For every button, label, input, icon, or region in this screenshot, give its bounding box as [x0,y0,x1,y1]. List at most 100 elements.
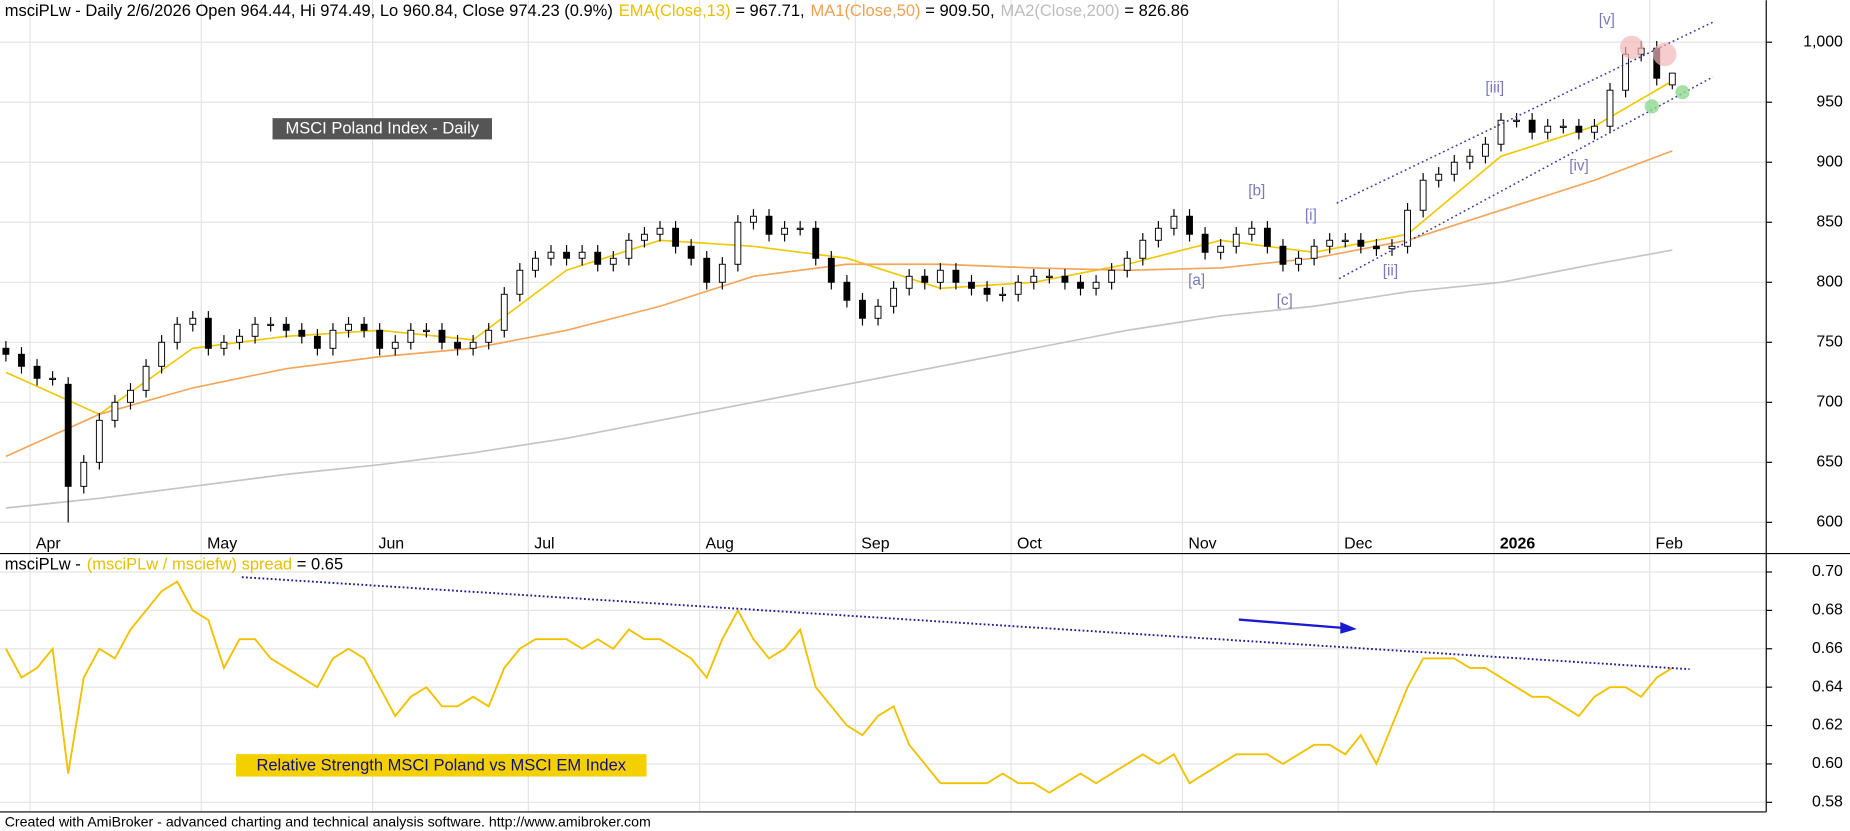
legend-entry: MA2(Close,200) [1000,2,1119,20]
candle-body [1154,227,1162,241]
candle-body [158,341,166,367]
candle-body [2,347,10,355]
candle-body [1341,239,1349,242]
candle-body [1357,239,1365,247]
candle-body [781,227,789,235]
y-tick-label: 0.58 [1812,794,1843,811]
highlight-circle [1619,35,1644,60]
candle-body [360,323,368,331]
y-tick-label: 0.60 [1812,755,1843,772]
candle-body [1450,161,1458,175]
x-tick-label: Jun [378,535,404,552]
candle-body [1435,173,1443,181]
candle-body [1575,125,1583,133]
candle-body [1170,215,1178,229]
y-tick-label: 0.66 [1812,640,1843,657]
legend-value: = 967.71, [735,2,804,20]
candle-body [843,281,851,301]
candle-body [95,419,103,463]
candle-body [1014,281,1022,295]
candle-body [765,215,773,235]
candle-body [547,251,555,259]
wave-label: [c] [1277,292,1293,309]
candle-body [267,323,275,326]
candle-body [173,323,181,343]
candle-body [204,317,212,349]
candle-body [251,323,259,337]
candle-body [796,227,804,230]
x-tick-label: Dec [1344,535,1372,552]
wave-label: [i] [1305,207,1317,224]
header-title: msciPLw - Daily 2/6/2026 Open 964.44, Hi… [5,2,613,20]
candle-body [64,383,72,487]
wave-label: [iii] [1485,80,1504,97]
y-tick-label: 0.62 [1812,717,1843,734]
x-tick-label: Sep [861,535,889,552]
candle-body [220,341,228,349]
series-line [5,249,1673,509]
annotation-text: Relative Strength MSCI Poland vs MSCI EM… [256,756,626,774]
candle-body [531,257,539,271]
x-tick-label: Nov [1188,535,1216,552]
candle-body [1606,89,1614,127]
candle-body [983,287,991,295]
annotation-box [272,118,492,140]
y-tick-label: 0.68 [1812,602,1843,619]
candle-body [594,251,602,265]
candle-body [282,323,290,331]
highlight-circle [1652,42,1677,67]
candle-body [516,269,524,295]
candle-body [1263,227,1271,247]
candle-body [656,227,664,235]
candle-body [1217,245,1225,253]
candles [2,41,1676,794]
candle-body [18,353,25,367]
candle-body [1045,275,1053,278]
candle-body [968,281,975,289]
candle-body [407,329,415,343]
candle-body [921,275,929,283]
y-tick-label: 900 [1816,153,1843,170]
y-tick-label: 0.64 [1812,678,1843,695]
candle-body [1419,179,1427,211]
wave-label: [v] [1599,11,1615,28]
candle-body [578,251,586,259]
y-tick-label: 800 [1816,273,1843,290]
candle-body [890,287,898,307]
x-tick-label: May [207,535,237,552]
candle-body [1404,209,1411,247]
candle-body [1513,119,1520,122]
legend-entry: (msciPLw / msciefw) spread [87,556,292,574]
candle-body [111,401,119,421]
candle-body [313,335,321,349]
y-tick-label: 850 [1816,213,1843,230]
candle-body [1326,239,1334,247]
candle-body [1232,233,1240,247]
candle-body [687,245,695,259]
arrow-shaft [1238,618,1343,630]
candle-body [1092,281,1100,289]
legend-value: = 0.65 [297,556,343,574]
candle-body [1139,239,1147,259]
y-tick-label: 1,000 [1803,33,1843,50]
candle-body [236,335,243,343]
candle-body [1668,72,1676,86]
annotation-box [235,754,647,777]
wave-label: [ii] [1383,263,1398,280]
y-tick-label: 600 [1816,514,1843,531]
candle-body [874,305,882,319]
series-line [5,580,1673,794]
footer: Created with AmiBroker - advanced charti… [5,813,651,829]
candle-body [1497,119,1505,145]
candle-body [625,239,633,259]
candle-body [485,329,493,343]
candle-body [1123,257,1131,271]
candle-body [376,329,384,349]
x-tick-label: 2026 [1500,535,1536,552]
x-tick-label: Aug [706,535,734,552]
candle-body [422,329,430,332]
candle-body [1388,245,1396,250]
candle-body [672,227,680,247]
candle-body [1559,125,1567,128]
